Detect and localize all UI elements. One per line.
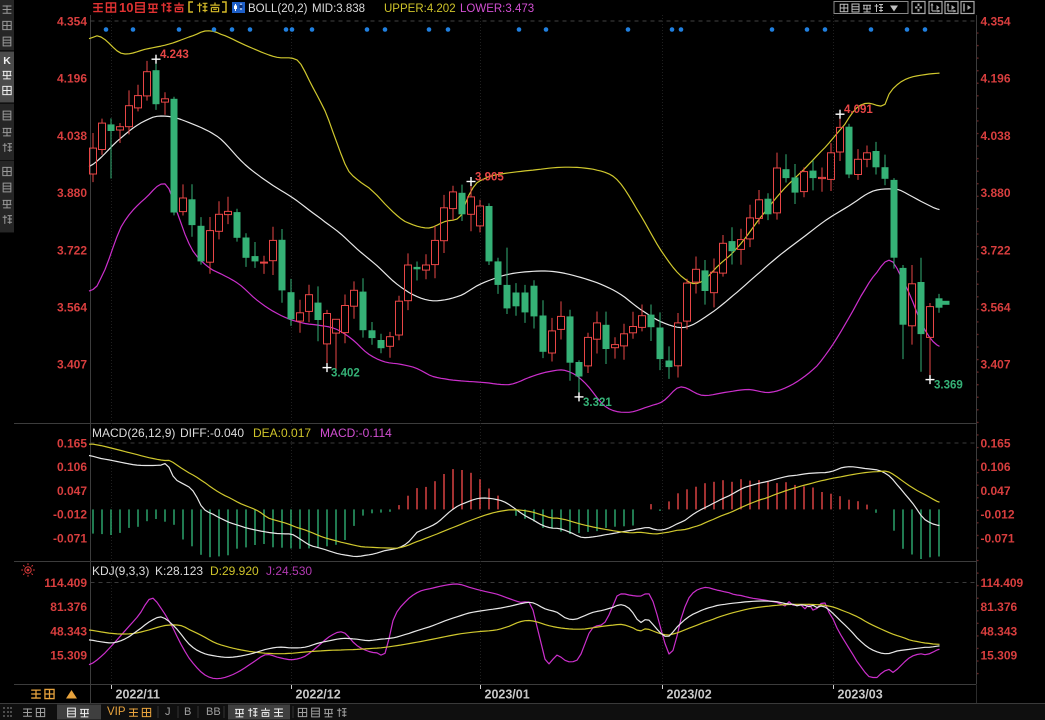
svg-text:K: K (3, 55, 11, 67)
svg-text:D:29.920: D:29.920 (210, 564, 259, 578)
svg-text:114.409: 114.409 (44, 576, 87, 590)
svg-text:3.564: 3.564 (57, 301, 87, 315)
svg-text:0.047: 0.047 (981, 484, 1011, 498)
svg-text:81.376: 81.376 (50, 600, 87, 614)
svg-text:DEA:0.017: DEA:0.017 (253, 426, 311, 440)
svg-text:2023/02: 2023/02 (667, 688, 712, 702)
svg-text:3.402: 3.402 (331, 368, 360, 380)
svg-text:4.354: 4.354 (981, 15, 1011, 29)
svg-text:3.407: 3.407 (981, 358, 1011, 372)
svg-text:4.354: 4.354 (57, 15, 87, 29)
svg-text:15.309: 15.309 (50, 649, 87, 663)
svg-text:LOWER:3.473: LOWER:3.473 (460, 3, 534, 15)
svg-text:J: J (165, 706, 171, 718)
svg-text:DIFF:-0.040: DIFF:-0.040 (180, 426, 244, 440)
svg-text:3.321: 3.321 (583, 397, 612, 409)
svg-text:3.880: 3.880 (57, 186, 87, 200)
svg-text:0.165: 0.165 (57, 437, 87, 451)
svg-text:3.369: 3.369 (934, 380, 963, 392)
svg-text:-0.071: -0.071 (53, 531, 87, 545)
svg-text:48.343: 48.343 (981, 624, 1018, 638)
svg-text:3.407: 3.407 (57, 358, 87, 372)
svg-text:-0.012: -0.012 (53, 508, 87, 522)
svg-text:0.106: 0.106 (57, 460, 87, 474)
svg-text:B: B (184, 706, 191, 718)
svg-text:2022/12: 2022/12 (296, 688, 341, 702)
svg-text:48.343: 48.343 (50, 624, 87, 638)
svg-text:MACD:-0.114: MACD:-0.114 (320, 426, 392, 440)
svg-text:UPPER:4.202: UPPER:4.202 (384, 3, 456, 15)
svg-text:0.165: 0.165 (981, 437, 1011, 451)
svg-text:BOLL(20,2): BOLL(20,2) (248, 3, 308, 15)
svg-text:4.243: 4.243 (160, 49, 189, 61)
svg-text:114.409: 114.409 (981, 576, 1024, 590)
svg-text:4.196: 4.196 (981, 72, 1011, 86)
svg-text:4.196: 4.196 (57, 72, 87, 86)
svg-text:10: 10 (119, 0, 133, 15)
svg-text:J:24.530: J:24.530 (266, 564, 312, 578)
svg-text:3.722: 3.722 (57, 243, 87, 257)
svg-text:4.091: 4.091 (844, 104, 873, 116)
svg-text:3.564: 3.564 (981, 301, 1011, 315)
svg-text:-0.071: -0.071 (981, 531, 1015, 545)
svg-text:3.905: 3.905 (475, 172, 504, 184)
svg-text:MACD(26,12,9): MACD(26,12,9) (92, 426, 175, 440)
svg-text:81.376: 81.376 (981, 600, 1018, 614)
svg-text:2023/01: 2023/01 (485, 688, 530, 702)
svg-text:4.038: 4.038 (981, 129, 1011, 143)
svg-text:VIP: VIP (107, 706, 126, 718)
svg-text:K:28.123: K:28.123 (155, 564, 203, 578)
svg-text:BB: BB (206, 706, 221, 718)
svg-text:0.106: 0.106 (981, 460, 1011, 474)
svg-text:MID:3.838: MID:3.838 (312, 3, 365, 15)
svg-text:3.722: 3.722 (981, 243, 1011, 257)
svg-text:4.038: 4.038 (57, 129, 87, 143)
svg-text:2023/03: 2023/03 (838, 688, 883, 702)
svg-text:2022/11: 2022/11 (116, 688, 161, 702)
svg-text:3.880: 3.880 (981, 186, 1011, 200)
svg-text:KDJ(9,3,3): KDJ(9,3,3) (92, 564, 149, 578)
svg-text:0.047: 0.047 (57, 484, 87, 498)
svg-text:15.309: 15.309 (981, 649, 1018, 663)
svg-text:-0.012: -0.012 (981, 508, 1015, 522)
